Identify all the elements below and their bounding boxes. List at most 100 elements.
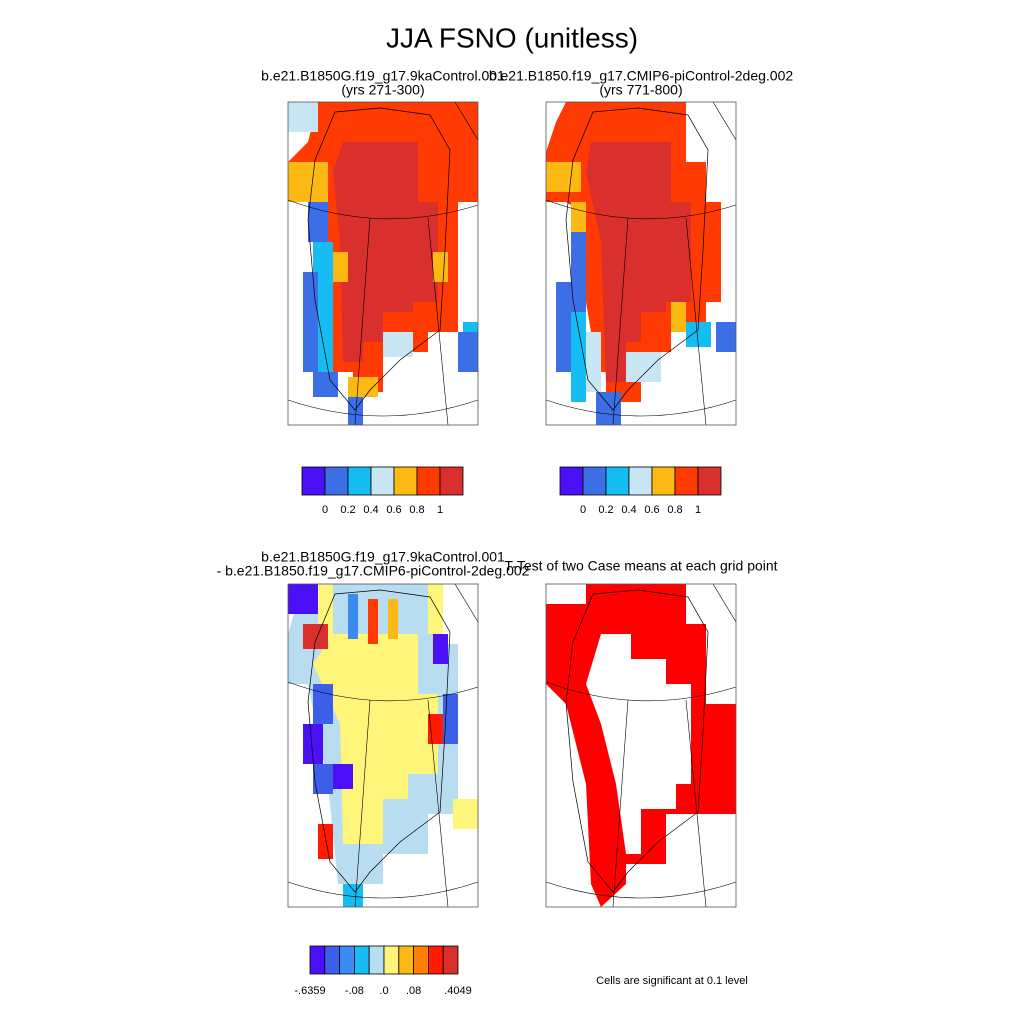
map-cell <box>428 714 443 744</box>
colorbar-label: 1 <box>695 504 701 516</box>
map-line <box>287 101 479 426</box>
map-cell <box>333 764 353 789</box>
map-cell <box>348 377 378 397</box>
colorbar-box <box>697 466 722 496</box>
map-cell <box>458 332 478 372</box>
colorbar-label: .4049 <box>444 985 472 997</box>
map-cell <box>313 634 438 844</box>
map-cell <box>333 142 438 362</box>
colorbar-box <box>383 945 400 975</box>
panel-title: b.e21.B1850G.f19_g17.9kaControl.001 <box>261 68 505 84</box>
colorbar-label: 0.2 <box>598 504 613 516</box>
colorbar-box <box>324 945 340 975</box>
colorbar-box <box>427 945 444 975</box>
graticule <box>287 101 737 908</box>
colorbar-label: -.08 <box>345 985 364 997</box>
map-cell <box>348 594 358 639</box>
map-cell <box>313 764 333 794</box>
map-cell <box>545 583 737 908</box>
map-cell <box>308 202 328 242</box>
map-panel <box>546 584 736 907</box>
colorbar-label: 0.8 <box>667 504 682 516</box>
map-cell <box>303 624 328 649</box>
colorbar-box <box>393 466 418 496</box>
map-cell <box>428 584 443 634</box>
map-cell <box>586 332 601 392</box>
colorbar-box <box>674 466 699 496</box>
map-cell <box>288 102 318 132</box>
colorbar-box <box>398 945 414 975</box>
colorbar-box <box>651 466 676 496</box>
map-cell <box>546 584 586 604</box>
map-cell <box>318 302 333 372</box>
colorbar-label: 0.4 <box>621 504 636 516</box>
map-cell <box>368 599 378 644</box>
colorbar-box <box>368 945 385 975</box>
colorbar-label: 0.8 <box>409 504 424 516</box>
map-line <box>565 107 709 411</box>
map-line <box>287 583 479 908</box>
map-cell <box>443 694 458 744</box>
colorbar-box <box>347 466 372 496</box>
map-cell <box>716 322 736 352</box>
panel-title: b.e21.B1850.f19_g17.CMIP6-piControl-2deg… <box>489 68 794 84</box>
map-cell <box>388 599 398 639</box>
colorbar-label: 0.4 <box>363 504 378 516</box>
map-cell <box>545 101 737 426</box>
map-cell <box>343 884 363 907</box>
colorbar-box <box>301 466 326 496</box>
map-cell <box>556 282 571 372</box>
colorbar-box <box>416 466 441 496</box>
map-cell <box>596 392 621 425</box>
colorbar-label: 1 <box>437 504 443 516</box>
colorbar-box <box>605 466 630 496</box>
colorbar-label: 0 <box>580 504 586 516</box>
note: Cells are significant at 0.1 level <box>596 975 748 987</box>
map-cell <box>571 312 586 402</box>
map-cell <box>287 101 479 426</box>
map-cell <box>571 202 586 232</box>
map-panel <box>546 102 736 425</box>
map-cell <box>318 824 333 859</box>
map-line <box>545 101 737 426</box>
panel-title: (yrs 771-800) <box>599 82 682 98</box>
colorbar-label: -.6359 <box>294 985 325 997</box>
map-line <box>307 107 451 411</box>
colorbar-label: .08 <box>406 985 421 997</box>
colorbar-box <box>582 466 607 496</box>
figure-title: JJA FSNO (unitless) <box>386 22 638 53</box>
colorbar-box <box>324 466 349 496</box>
coastline <box>307 107 709 893</box>
map-cell <box>586 634 691 854</box>
colorbar-label: .0 <box>379 985 388 997</box>
colorbar-label: 0.6 <box>386 504 401 516</box>
colorbar-box <box>339 945 355 975</box>
colorbar-label: 0.6 <box>644 504 659 516</box>
map-cell <box>571 232 586 312</box>
colorbar-label: 0.2 <box>340 504 355 516</box>
map-line <box>545 583 737 908</box>
colorbar-box <box>353 945 370 975</box>
map-cell <box>288 584 318 614</box>
map-panel <box>288 102 478 425</box>
map-panel <box>288 584 478 907</box>
map-cell <box>433 634 448 664</box>
colorbar-box <box>370 466 395 496</box>
map-cell <box>453 799 478 829</box>
map-cell <box>433 252 448 282</box>
colorbar-label: 0 <box>322 504 328 516</box>
map-cell <box>303 272 318 372</box>
map-cell <box>546 162 581 192</box>
map-cell <box>313 372 338 397</box>
map-cell <box>303 724 323 764</box>
map-cell <box>287 583 479 908</box>
colorbar-box <box>413 945 429 975</box>
map-cell <box>333 252 348 282</box>
map-line <box>307 589 451 893</box>
panel-title: b.e21.B1850G.f19_g17.9kaControl.001 <box>261 549 505 565</box>
colorbar-box <box>309 945 326 975</box>
colorbar-box <box>628 466 653 496</box>
map-line <box>565 589 709 893</box>
